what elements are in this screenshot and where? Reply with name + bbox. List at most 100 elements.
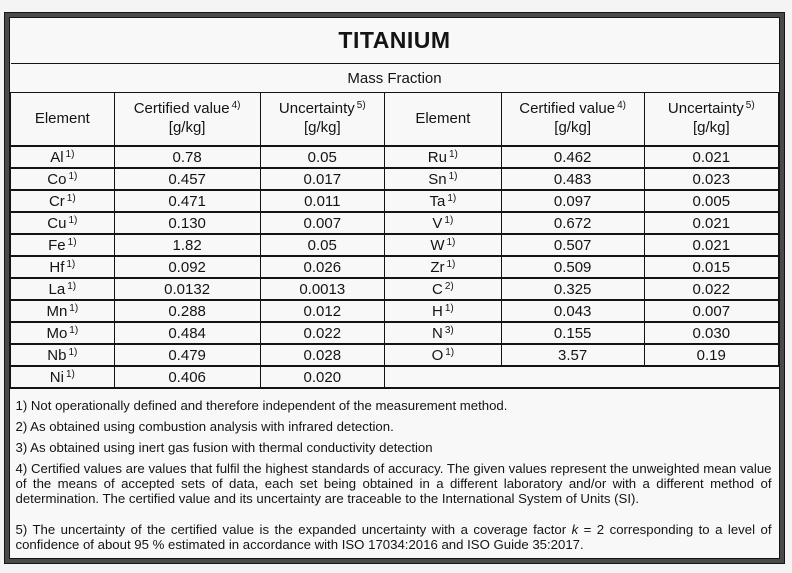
footnote-ref: 2) bbox=[444, 280, 454, 292]
footnote-ref: 1) bbox=[69, 302, 79, 314]
footnote-ref: 1) bbox=[447, 192, 457, 204]
column-header-label: Uncertainty bbox=[278, 100, 355, 118]
element-cell: N 3) bbox=[383, 321, 502, 345]
title-row: TITANIUM bbox=[10, 18, 779, 64]
column-header-element-right: Element bbox=[383, 92, 502, 147]
subtitle-row: Mass Fraction bbox=[10, 63, 779, 93]
element-symbol: Hf bbox=[49, 258, 65, 276]
uncertainty-cell: 0.021 bbox=[643, 145, 780, 169]
column-header-uncertainty-right: Uncertainty 5) [g/kg] bbox=[643, 92, 780, 147]
certified-value-cell: 0.484 bbox=[113, 321, 261, 345]
element-symbol: Co bbox=[47, 170, 67, 188]
element-symbol: N bbox=[431, 324, 443, 342]
footnote-ref: 1) bbox=[444, 302, 454, 314]
table-row: Fe 1) 1.82 0.05 W 1) 0.507 0.021 bbox=[10, 233, 780, 257]
uncertainty-cell: 0.023 bbox=[643, 167, 780, 191]
element-symbol: Fe bbox=[48, 236, 66, 254]
uncertainty-cell: 0.011 bbox=[259, 189, 385, 213]
uncertainty-cell: 0.05 bbox=[259, 145, 385, 169]
element-cell: Fe 1) bbox=[10, 233, 115, 257]
table-row: Cr 1) 0.471 0.011 Ta 1) 0.097 0.005 bbox=[10, 189, 780, 213]
table-row: Mn 1) 0.288 0.012 H 1) 0.043 0.007 bbox=[10, 299, 780, 323]
column-header-label: Certified value bbox=[519, 100, 616, 118]
certified-value-cell: 0.507 bbox=[500, 233, 645, 257]
element-symbol: Ni bbox=[49, 368, 64, 386]
element-cell: La 1) bbox=[10, 277, 115, 301]
certified-value-cell: 0.043 bbox=[500, 299, 645, 323]
element-cell: Ta 1) bbox=[383, 189, 502, 213]
header-row: Element Certified value 4) [g/kg] Uncerta… bbox=[10, 92, 780, 147]
uncertainty-cell: 0.028 bbox=[259, 343, 385, 367]
element-symbol: V bbox=[432, 214, 443, 232]
element-cell: Al 1) bbox=[10, 145, 115, 169]
certified-value-cell: 0.092 bbox=[113, 255, 261, 279]
element-cell: V 1) bbox=[383, 211, 502, 235]
element-symbol: H bbox=[431, 302, 443, 320]
document-page: TITANIUM Mass Fraction Element Certified… bbox=[4, 12, 785, 564]
footnote-ref: 1) bbox=[444, 214, 454, 226]
certified-value-cell: 0.406 bbox=[113, 365, 261, 389]
certified-value-cell: 0.471 bbox=[113, 189, 261, 213]
certified-value-cell: 0.509 bbox=[500, 255, 645, 279]
element-symbol: Ta bbox=[429, 192, 446, 210]
element-cell: Ni 1) bbox=[10, 365, 115, 389]
uncertainty-cell: 0.026 bbox=[259, 255, 385, 279]
footnote-ref: 1) bbox=[67, 280, 77, 292]
column-header-element-left: Element bbox=[10, 92, 115, 147]
uncertainty-cell: 0.022 bbox=[643, 277, 780, 301]
footnote-2: 2) As obtained using combustion analysis… bbox=[15, 419, 394, 434]
certified-value-cell: 0.672 bbox=[500, 211, 645, 235]
footnote-ref: 3) bbox=[444, 324, 454, 336]
footnote-ref: 1) bbox=[446, 258, 456, 270]
footnote-ref: 4) bbox=[617, 100, 627, 112]
column-header-label: Uncertainty bbox=[667, 100, 744, 118]
element-symbol: Nb bbox=[47, 346, 67, 364]
uncertainty-cell: 0.05 bbox=[259, 233, 385, 257]
uncertainty-cell: 0.022 bbox=[259, 321, 385, 345]
element-cell: Cu 1) bbox=[10, 211, 115, 235]
element-symbol: Cr bbox=[48, 192, 65, 210]
table-row: Hf 1) 0.092 0.026 Zr 1) 0.509 0.015 bbox=[10, 255, 780, 279]
uncertainty-cell: 0.021 bbox=[643, 211, 780, 235]
certified-value-cell: 0.155 bbox=[500, 321, 645, 345]
certified-value-cell: 0.130 bbox=[113, 211, 261, 235]
footnote-1: 1) Not operationally defined and therefo… bbox=[15, 398, 508, 413]
element-symbol: W bbox=[430, 236, 445, 254]
data-rows: Al 1) 0.78 0.05 Ru 1) 0.462 0.021 Co 1) 0.457 0.017… bbox=[10, 145, 780, 389]
column-header-unit: [g/kg] bbox=[168, 119, 206, 136]
certified-values-table: TITANIUM Mass Fraction Element Certified… bbox=[10, 18, 780, 558]
element-symbol: La bbox=[48, 280, 66, 298]
footnote-ref: 1) bbox=[66, 258, 76, 270]
element-cell: Sn 1) bbox=[383, 167, 502, 191]
element-cell: Cr 1) bbox=[10, 189, 115, 213]
page-subtitle: Mass Fraction bbox=[10, 63, 779, 93]
column-header-uncertainty-left: Uncertainty 5) [g/kg] bbox=[259, 92, 385, 147]
column-header-label: Element bbox=[415, 109, 471, 127]
footnote-5-text-before: 5) The uncertainty of the certified valu… bbox=[15, 522, 572, 537]
page-title: TITANIUM bbox=[10, 18, 779, 64]
footnote-ref: 1) bbox=[68, 170, 78, 182]
footnotes-block: 1) Not operationally defined and therefo… bbox=[10, 387, 779, 558]
element-cell: Mo 1) bbox=[10, 321, 115, 345]
column-header-certified-right: Certified value 4) [g/kg] bbox=[500, 92, 645, 147]
element-symbol: Cu bbox=[47, 214, 67, 232]
element-symbol: C bbox=[431, 280, 443, 298]
element-cell: W 1) bbox=[383, 233, 502, 257]
element-cell: Co 1) bbox=[10, 167, 115, 191]
footnote-ref: 1) bbox=[65, 148, 75, 160]
footnote-ref: 1) bbox=[66, 192, 76, 204]
table-row: Al 1) 0.78 0.05 Ru 1) 0.462 0.021 bbox=[10, 145, 780, 169]
uncertainty-cell: 0.005 bbox=[643, 189, 780, 213]
element-symbol: Mo bbox=[46, 324, 68, 342]
certified-value-cell: 0.325 bbox=[500, 277, 645, 301]
footnote-ref: 1) bbox=[68, 214, 78, 226]
footnote-ref: 1) bbox=[65, 368, 75, 380]
footnote-ref: 5) bbox=[356, 100, 366, 112]
uncertainty-cell: 0.19 bbox=[643, 343, 780, 367]
element-symbol: O bbox=[431, 346, 444, 364]
uncertainty-cell: 0.007 bbox=[643, 299, 780, 323]
element-symbol: Zr bbox=[430, 258, 445, 276]
column-header-unit: [g/kg] bbox=[554, 119, 591, 136]
certified-value-cell: 0.0132 bbox=[113, 277, 261, 301]
uncertainty-cell: 0.017 bbox=[259, 167, 385, 191]
